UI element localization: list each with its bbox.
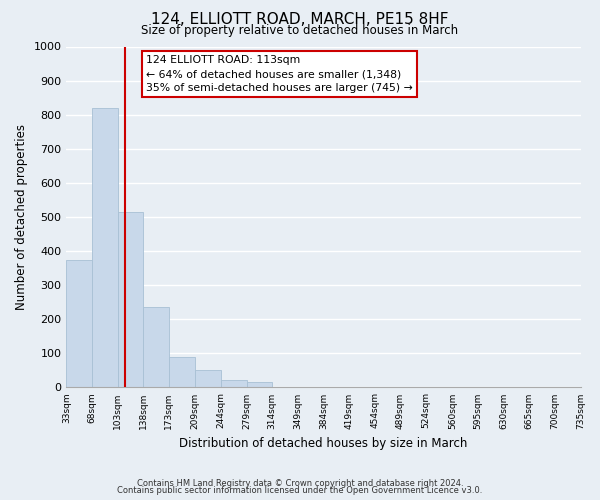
Bar — [169, 356, 194, 388]
Bar — [196, 370, 221, 388]
Bar — [247, 382, 272, 388]
Text: Contains public sector information licensed under the Open Government Licence v3: Contains public sector information licen… — [118, 486, 482, 495]
Text: 124 ELLIOTT ROAD: 113sqm
← 64% of detached houses are smaller (1,348)
35% of sem: 124 ELLIOTT ROAD: 113sqm ← 64% of detach… — [146, 55, 413, 93]
Text: Size of property relative to detached houses in March: Size of property relative to detached ho… — [142, 24, 458, 37]
Bar — [143, 308, 169, 388]
Bar — [118, 212, 143, 388]
Y-axis label: Number of detached properties: Number of detached properties — [15, 124, 28, 310]
Bar — [92, 108, 118, 388]
Text: 124, ELLIOTT ROAD, MARCH, PE15 8HF: 124, ELLIOTT ROAD, MARCH, PE15 8HF — [151, 12, 449, 28]
X-axis label: Distribution of detached houses by size in March: Distribution of detached houses by size … — [179, 437, 467, 450]
Text: Contains HM Land Registry data © Crown copyright and database right 2024.: Contains HM Land Registry data © Crown c… — [137, 478, 463, 488]
Bar — [67, 260, 92, 388]
Bar — [221, 380, 247, 388]
